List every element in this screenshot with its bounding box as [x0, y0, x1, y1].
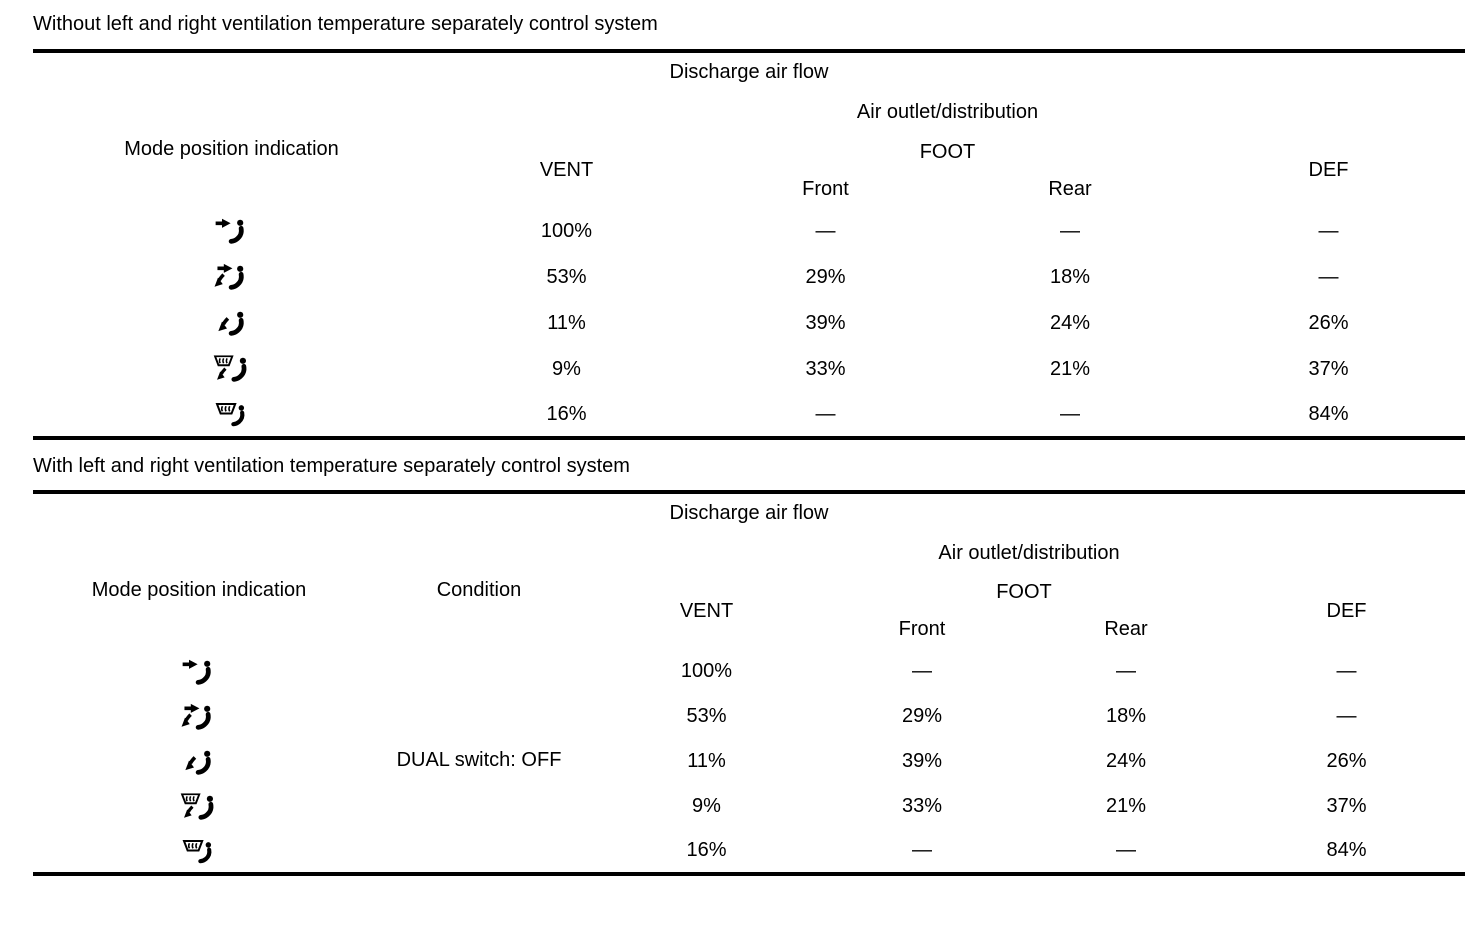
- defrost-mode-icon: [212, 400, 252, 428]
- foot-front-value: —: [912, 839, 932, 861]
- vent-mode-icon: [179, 658, 219, 686]
- foot-mode-icon: [212, 309, 252, 337]
- foot-column-header: FOOT: [996, 580, 1052, 603]
- mode-icon-cell: [33, 829, 365, 874]
- table-row: 100% — — —: [33, 208, 1465, 254]
- foot-front-header: Front: [898, 618, 946, 640]
- discharge-air-flow-header: Discharge air flow: [669, 501, 829, 524]
- foot-rear-value: —: [1060, 219, 1080, 242]
- vent-value: 53%: [546, 265, 587, 288]
- def-value: —: [1336, 705, 1357, 727]
- foot-rear-header: Rear: [1048, 178, 1092, 200]
- mode-icon-cell: [33, 784, 365, 829]
- foot-rear-value: 18%: [1049, 265, 1091, 288]
- table-row: 9% 33% 21% 37%: [33, 784, 1465, 829]
- vent-value: 16%: [686, 839, 727, 861]
- foot-front-value: —: [912, 660, 932, 682]
- mode-position-header: Mode position indication: [124, 138, 339, 160]
- mode-icon-cell: [33, 649, 365, 694]
- table-row: 53% 29% 18% —: [33, 694, 1465, 739]
- bilevel-mode-icon: [179, 703, 219, 731]
- foot-rear-value: 21%: [1049, 357, 1091, 380]
- def-value: 84%: [1326, 839, 1367, 861]
- air-outlet-distribution-header: Air outlet/distribution: [938, 541, 1120, 564]
- discharge-air-flow-table-without-dual: Discharge air flow Mode position indicat…: [33, 49, 1466, 440]
- mode-position-header: Mode position indication: [91, 579, 307, 601]
- foot-front-value: 33%: [805, 357, 846, 380]
- vent-value: 11%: [547, 311, 586, 334]
- mode-icon-cell: [33, 392, 430, 438]
- foot-front-header: Front: [802, 178, 849, 200]
- def-value: 26%: [1326, 750, 1367, 772]
- foot-front-value: 39%: [901, 750, 943, 772]
- foot-front-value: 33%: [901, 795, 943, 817]
- mode-icon-cell: [33, 739, 365, 784]
- mode-icon-cell: [33, 694, 365, 739]
- foot-rear-header: Rear: [1104, 618, 1148, 640]
- table-row: 16% — — 84%: [33, 829, 1465, 874]
- table1-title: Without left and right ventilation tempe…: [33, 13, 658, 35]
- vent-value: 9%: [552, 357, 581, 380]
- def-column-header: DEF: [1308, 159, 1349, 181]
- def-column-header: DEF: [1326, 600, 1367, 622]
- manual-page: Without left and right ventilation tempe…: [33, 13, 1466, 876]
- condition-value-cell: DUAL switch: OFF: [396, 749, 562, 771]
- foot-rear-value: 24%: [1105, 750, 1147, 772]
- table2-title: With left and right ventilation temperat…: [33, 455, 630, 477]
- vent-value: 100%: [540, 219, 593, 242]
- def-value: 84%: [1308, 402, 1349, 425]
- foot-mode-icon: [179, 748, 219, 776]
- vent-value: 11%: [687, 750, 726, 772]
- foot-rear-value: 18%: [1105, 705, 1147, 727]
- def-value: 26%: [1308, 311, 1349, 334]
- mode-icon-cell: [33, 254, 430, 300]
- def-value: 37%: [1308, 357, 1349, 380]
- vent-value: 53%: [686, 705, 727, 727]
- table-row: 11% 39% 24% 26%: [33, 300, 1465, 346]
- foot-front-value: 39%: [805, 311, 846, 334]
- def-value: —: [1336, 660, 1357, 682]
- air-outlet-distribution-header: Air outlet/distribution: [856, 100, 1039, 123]
- foot-front-value: 29%: [901, 705, 943, 727]
- vent-value: 16%: [546, 402, 587, 425]
- mode-icon-cell: [33, 346, 430, 392]
- table-row: 11% 39% 24% 26%: [33, 739, 1465, 784]
- foot-defrost-mode-icon: [212, 355, 252, 383]
- foot-defrost-mode-icon: [179, 793, 219, 821]
- condition-header: Condition: [436, 579, 522, 601]
- foot-rear-value: —: [1060, 402, 1080, 425]
- def-value: —: [1318, 219, 1339, 242]
- def-value: —: [1318, 265, 1339, 288]
- mode-icon-cell: [33, 300, 430, 346]
- foot-front-value: —: [815, 402, 836, 425]
- def-value: 37%: [1326, 795, 1367, 817]
- vent-value: 9%: [692, 795, 721, 817]
- defrost-mode-icon: [179, 837, 219, 865]
- vent-column-header: VENT: [539, 159, 594, 181]
- foot-rear-value: —: [1116, 839, 1136, 861]
- table-row: 9% 33% 21% 37%: [33, 346, 1465, 392]
- table-row: DUAL switch: OFF 100% — — —: [33, 649, 1465, 771]
- foot-front-value: —: [815, 219, 836, 242]
- foot-column-header: FOOT: [919, 140, 976, 163]
- foot-rear-value: —: [1116, 660, 1136, 682]
- mode-icon-cell: [33, 208, 430, 254]
- table-row: 16% — — 84%: [33, 392, 1465, 438]
- discharge-air-flow-header: Discharge air flow: [669, 60, 829, 83]
- vent-value: 100%: [680, 660, 733, 682]
- vent-mode-icon: [212, 217, 252, 245]
- table-row: 53% 29% 18% —: [33, 254, 1465, 300]
- foot-front-value: 29%: [805, 265, 846, 288]
- discharge-air-flow-table-with-dual: Discharge air flow Mode position indicat…: [33, 490, 1466, 876]
- vent-column-header: VENT: [679, 600, 734, 622]
- foot-rear-value: 24%: [1049, 311, 1091, 334]
- bilevel-mode-icon: [212, 263, 252, 291]
- foot-rear-value: 21%: [1105, 795, 1147, 817]
